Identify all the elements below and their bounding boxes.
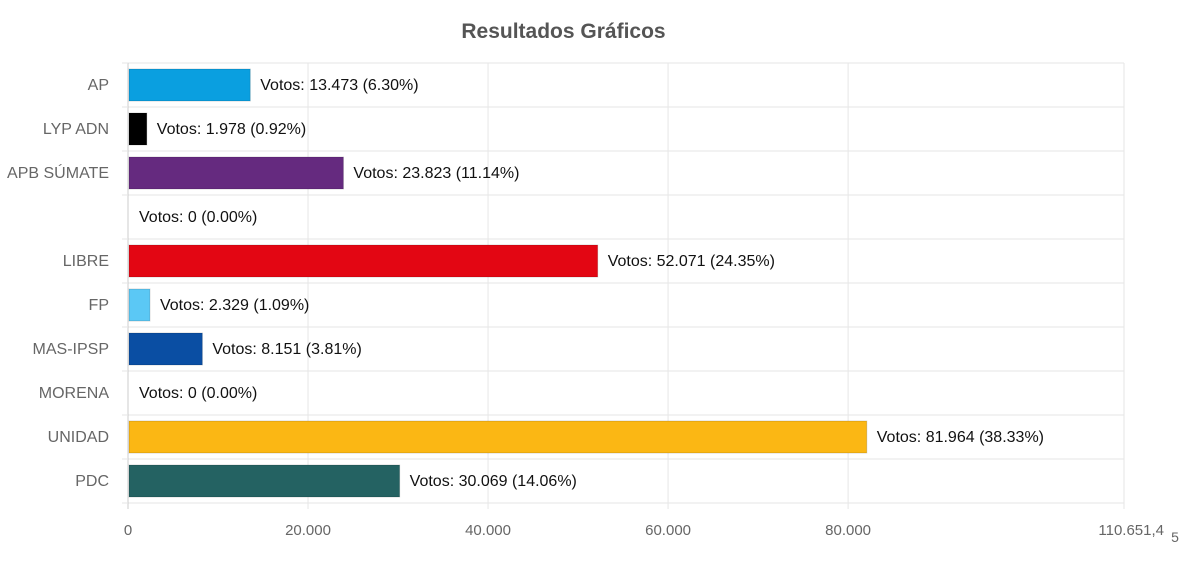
data-label: Votos: 0 (0.00%) — [139, 209, 257, 226]
x-axis-ticks: 0 20.000 40.000 60.000 80.000 110.651,4 — [124, 522, 1164, 539]
category-label: MORENA — [39, 385, 110, 402]
x-tick-label: 60.000 — [645, 522, 691, 539]
tick-label-overflow: 5 — [1171, 529, 1179, 545]
bar[interactable] — [128, 420, 868, 454]
data-label: Votos: 81.964 (38.33%) — [877, 429, 1044, 446]
bar[interactable] — [128, 112, 148, 146]
bar[interactable] — [128, 244, 599, 278]
bars — [128, 68, 868, 498]
category-label: LYP ADN — [43, 121, 109, 138]
category-labels: AP LYP ADN APB SÚMATE LIBRE FP MAS-IPSP MORENA… — [7, 77, 109, 490]
bar[interactable] — [128, 288, 151, 322]
category-label: LIBRE — [63, 253, 109, 270]
chart-title: Resultados Gráficos — [461, 20, 666, 43]
data-label: Votos: 52.071 (24.35%) — [608, 253, 775, 270]
data-labels: Votos: 13.473 (6.30%) Votos: 1.978 (0.92%… — [139, 77, 1044, 490]
category-label: MAS-IPSP — [33, 341, 109, 358]
category-label: AP — [88, 77, 109, 94]
category-label: FP — [89, 297, 109, 314]
category-label: UNIDAD — [48, 429, 109, 446]
data-label: Votos: 13.473 (6.30%) — [260, 77, 418, 94]
bar[interactable] — [128, 156, 344, 190]
category-label: APB SÚMATE — [7, 163, 109, 182]
bar[interactable] — [128, 332, 203, 366]
bar[interactable] — [128, 464, 401, 498]
data-label: Votos: 0 (0.00%) — [139, 385, 257, 402]
x-tick-label: 110.651,4 — [1098, 522, 1164, 539]
data-label: Votos: 1.978 (0.92%) — [157, 121, 306, 138]
x-tick-label: 80.000 — [825, 522, 871, 539]
x-tick-label: 40.000 — [465, 522, 511, 539]
data-label: Votos: 30.069 (14.06%) — [410, 473, 577, 490]
data-label: Votos: 8.151 (3.81%) — [212, 341, 361, 358]
category-label: PDC — [75, 473, 109, 490]
bar[interactable] — [128, 68, 251, 102]
x-tick-label: 20.000 — [285, 522, 331, 539]
data-label: Votos: 2.329 (1.09%) — [160, 297, 309, 314]
data-label: Votos: 23.823 (11.14%) — [353, 165, 519, 182]
x-tick-label: 0 — [124, 522, 132, 539]
